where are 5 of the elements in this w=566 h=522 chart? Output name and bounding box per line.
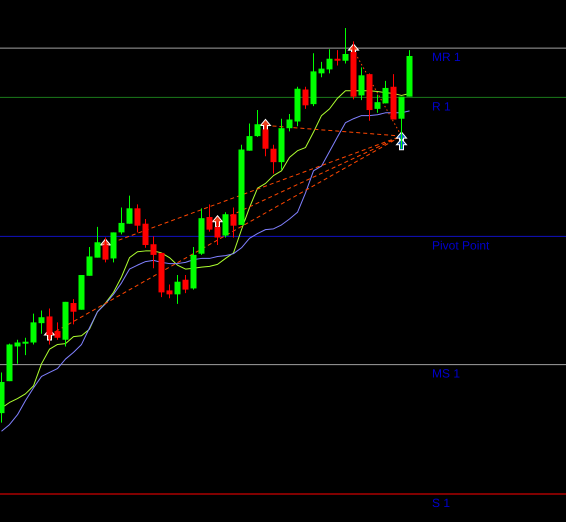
ref-line-label: R 1 — [432, 99, 451, 114]
ref-line-label: S 1 — [432, 496, 450, 510]
ref-line-label: MR 1 — [432, 50, 461, 64]
ref-line-label: MS 1 — [432, 366, 460, 381]
ref-line-label: Pivot Point — [432, 238, 490, 252]
